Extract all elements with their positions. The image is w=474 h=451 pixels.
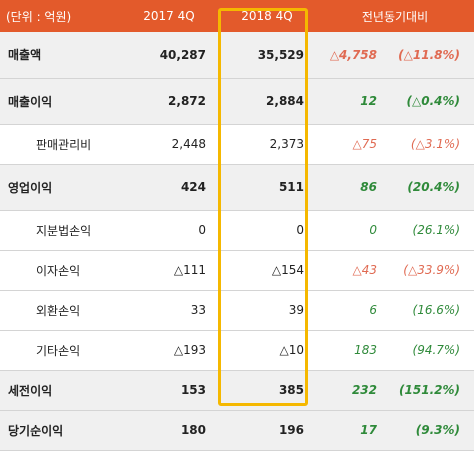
table-row: 당기순이익 180 196 17 (9.3%) bbox=[0, 410, 474, 451]
yoy-diff: △4,758 bbox=[316, 32, 387, 79]
value-2018: 511 bbox=[218, 164, 316, 211]
row-label: 매출이익 bbox=[0, 78, 120, 125]
yoy-diff: 17 bbox=[316, 410, 387, 451]
yoy-pct: (26.1%) bbox=[387, 210, 474, 251]
row-label: 외환손익 bbox=[0, 290, 120, 331]
table-header: (단위 : 억원) 2017 4Q 2018 4Q 전년동기대비 bbox=[0, 0, 474, 32]
yoy-diff: △75 bbox=[316, 124, 387, 165]
value-2017: △193 bbox=[120, 330, 218, 371]
table-row: 지분법손익 0 0 0 (26.1%) bbox=[0, 210, 474, 251]
table-body: 매출액 40,287 35,529 △4,758 (△11.8%) 매출이익 2… bbox=[0, 32, 474, 451]
value-2018: 2,884 bbox=[218, 78, 316, 125]
value-2017: 2,872 bbox=[120, 78, 218, 125]
yoy-diff: 6 bbox=[316, 290, 387, 331]
row-label: 지분법손익 bbox=[0, 210, 120, 251]
value-2017: 2,448 bbox=[120, 124, 218, 165]
yoy-pct: (9.3%) bbox=[387, 410, 474, 451]
yoy-pct: (△11.8%) bbox=[387, 32, 474, 79]
value-2017: △111 bbox=[120, 250, 218, 291]
value-2018: 196 bbox=[218, 410, 316, 451]
row-label: 매출액 bbox=[0, 32, 120, 79]
value-2018: 2,373 bbox=[218, 124, 316, 165]
row-label: 이자손익 bbox=[0, 250, 120, 291]
yoy-pct: (16.6%) bbox=[387, 290, 474, 331]
yoy-pct: (20.4%) bbox=[387, 164, 474, 211]
row-label: 판매관리비 bbox=[0, 124, 120, 165]
value-2018: △10 bbox=[218, 330, 316, 371]
table-row: 이자손익 △111 △154 △43 (△33.9%) bbox=[0, 250, 474, 291]
yoy-diff: 12 bbox=[316, 78, 387, 125]
yoy-pct: (△3.1%) bbox=[387, 124, 474, 165]
yoy-diff: 0 bbox=[316, 210, 387, 251]
yoy-pct: (△0.4%) bbox=[387, 78, 474, 125]
value-2018: 0 bbox=[218, 210, 316, 251]
value-2018: 385 bbox=[218, 370, 316, 411]
unit-label: (단위 : 억원) bbox=[0, 0, 120, 32]
table-row: 매출액 40,287 35,529 △4,758 (△11.8%) bbox=[0, 32, 474, 79]
col-header-2018: 2018 4Q bbox=[218, 0, 316, 32]
table-row: 매출이익 2,872 2,884 12 (△0.4%) bbox=[0, 78, 474, 125]
yoy-pct: (94.7%) bbox=[387, 330, 474, 371]
table-row: 판매관리비 2,448 2,373 △75 (△3.1%) bbox=[0, 124, 474, 165]
yoy-pct: (151.2%) bbox=[387, 370, 474, 411]
value-2017: 0 bbox=[120, 210, 218, 251]
row-label: 당기순이익 bbox=[0, 410, 120, 451]
value-2017: 153 bbox=[120, 370, 218, 411]
yoy-diff: 232 bbox=[316, 370, 387, 411]
value-2018: △154 bbox=[218, 250, 316, 291]
col-header-yoy: 전년동기대비 bbox=[316, 0, 474, 32]
row-label: 세전이익 bbox=[0, 370, 120, 411]
col-header-2017: 2017 4Q bbox=[120, 0, 218, 32]
value-2018: 35,529 bbox=[218, 32, 316, 79]
yoy-diff: 183 bbox=[316, 330, 387, 371]
value-2017: 40,287 bbox=[120, 32, 218, 79]
table-row: 세전이익 153 385 232 (151.2%) bbox=[0, 370, 474, 411]
table-row: 외환손익 33 39 6 (16.6%) bbox=[0, 290, 474, 331]
yoy-diff: △43 bbox=[316, 250, 387, 291]
row-label: 영업이익 bbox=[0, 164, 120, 211]
value-2018: 39 bbox=[218, 290, 316, 331]
yoy-diff: 86 bbox=[316, 164, 387, 211]
row-label: 기타손익 bbox=[0, 330, 120, 371]
yoy-pct: (△33.9%) bbox=[387, 250, 474, 291]
value-2017: 33 bbox=[120, 290, 218, 331]
table-row: 기타손익 △193 △10 183 (94.7%) bbox=[0, 330, 474, 371]
table-row: 영업이익 424 511 86 (20.4%) bbox=[0, 164, 474, 211]
value-2017: 424 bbox=[120, 164, 218, 211]
value-2017: 180 bbox=[120, 410, 218, 451]
